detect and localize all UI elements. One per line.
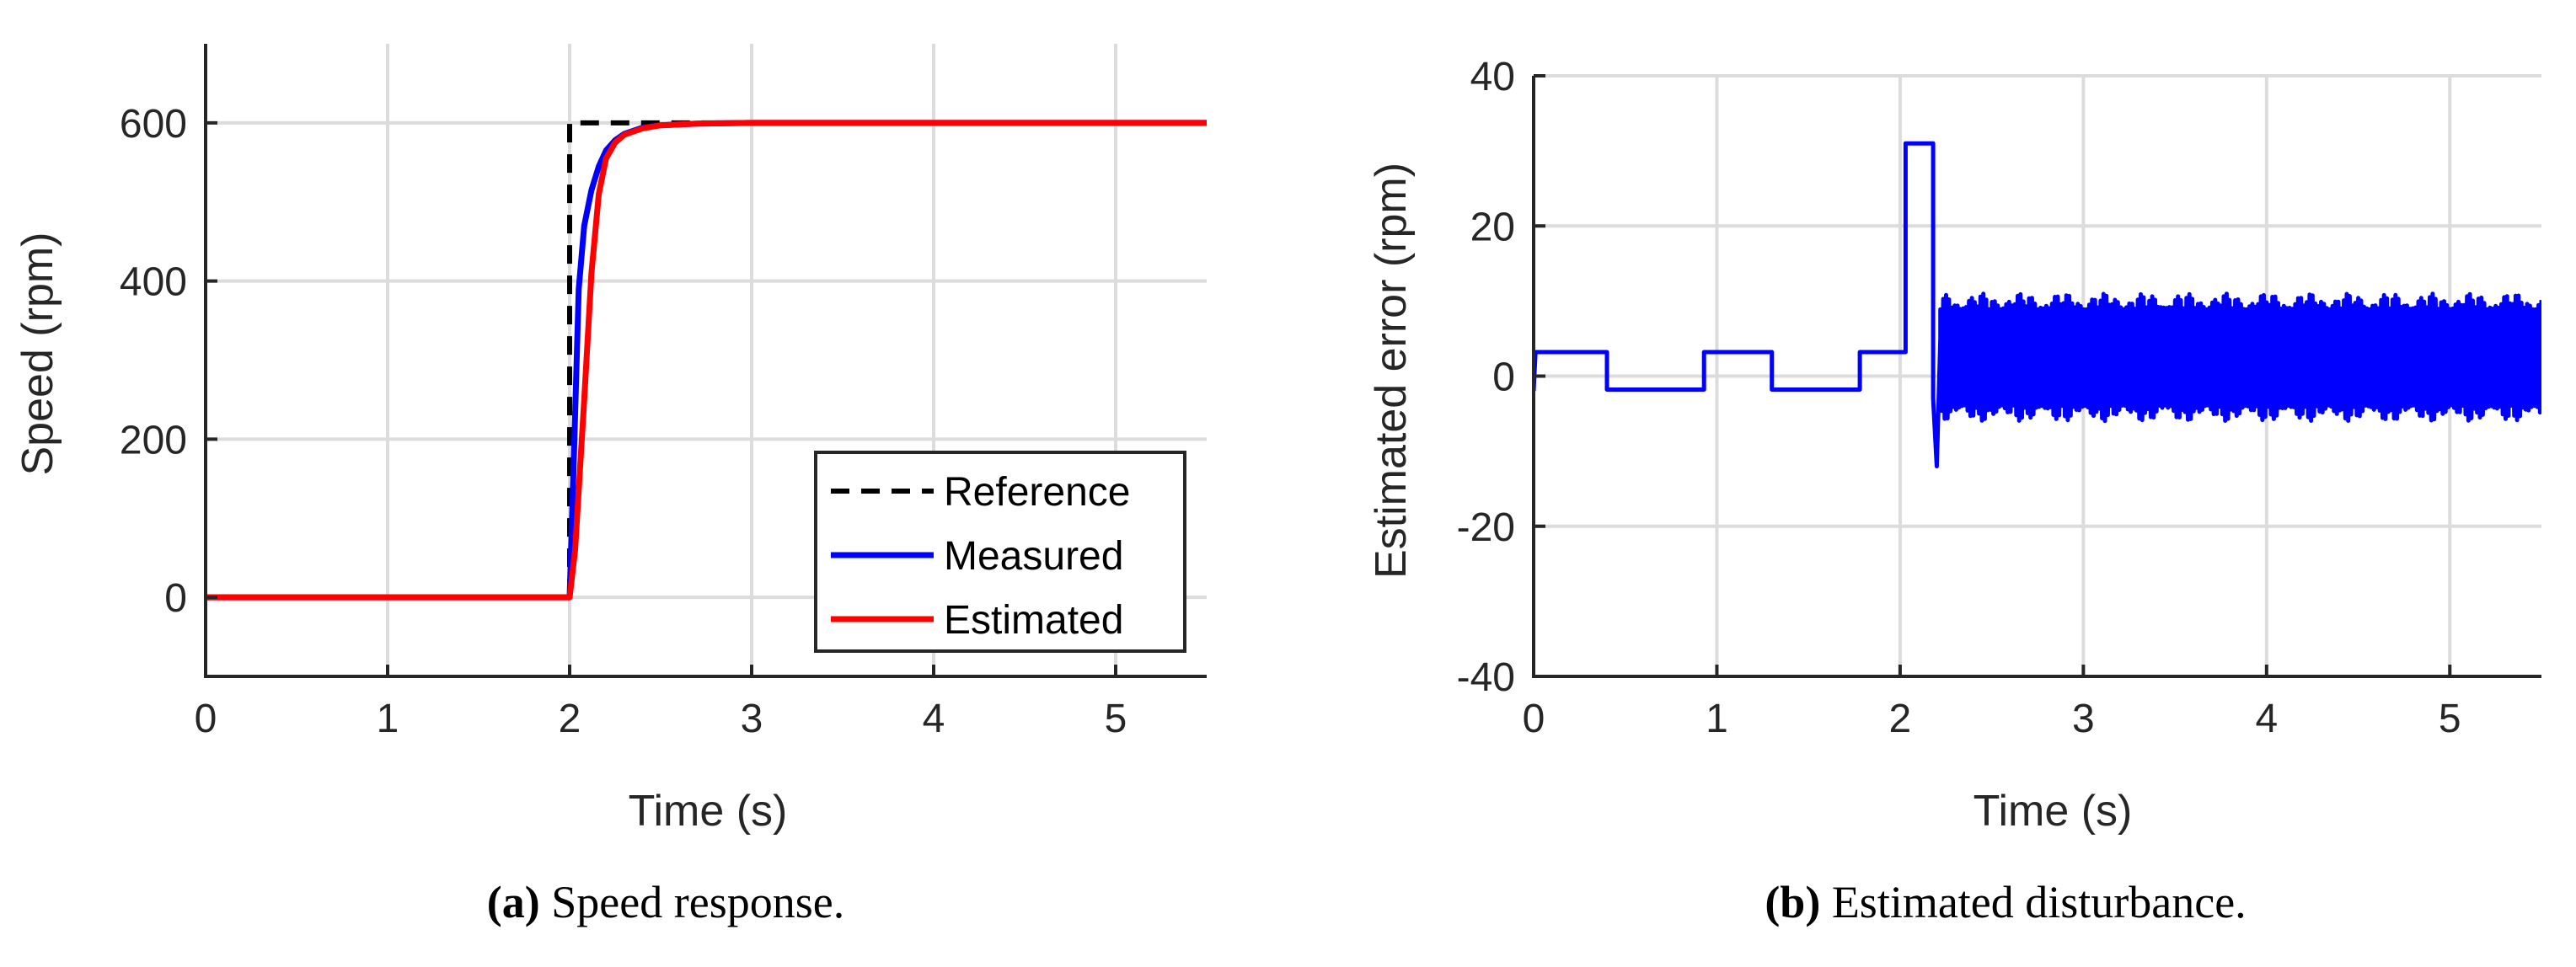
speed-tick-labels: 0 1 2 3 4 5 0 200 400 600 xyxy=(120,102,1127,741)
caption-b-text: Estimated disturbance. xyxy=(1831,877,2247,927)
disturbance-tick-labels: 0 1 2 3 4 5 -40 -20 0 20 40 xyxy=(1457,55,2461,741)
x-tick-label: 1 xyxy=(1706,697,1728,741)
x-tick-label: 4 xyxy=(2255,697,2278,741)
speed-x-axis-label: Time (s) xyxy=(629,787,788,836)
speed-response-panel: 0 1 2 3 4 5 0 200 400 600 Time (s) Speed (rpm) Re… xyxy=(13,44,1207,836)
y-tick-label: 600 xyxy=(120,102,187,147)
disturbance-x-axis-label: Time (s) xyxy=(1974,787,2133,836)
x-tick-label: 3 xyxy=(741,697,763,741)
speed-y-axis-label: Speed (rpm) xyxy=(13,232,62,476)
y-tick-label: 20 xyxy=(1470,205,1515,249)
x-tick-label: 4 xyxy=(923,697,945,741)
y-tick-label: 0 xyxy=(164,576,187,621)
y-tick-label: 200 xyxy=(120,418,187,462)
disturbance-axes xyxy=(1532,74,2541,678)
caption-b: (b) Estimated disturbance. xyxy=(1765,876,2246,928)
legend-label-measured: Measured xyxy=(944,534,1123,579)
x-tick-label: 2 xyxy=(559,697,581,741)
caption-a-text: Speed response. xyxy=(551,877,845,927)
caption-a: (a) Speed response. xyxy=(487,876,844,928)
caption-a-label: (a) xyxy=(486,877,540,927)
x-tick-label: 5 xyxy=(1105,697,1127,741)
caption-b-label: (b) xyxy=(1765,877,1821,927)
speed-series-group xyxy=(206,120,1207,601)
speed-axes xyxy=(204,44,1207,678)
y-tick-label: 0 xyxy=(1492,355,1515,400)
x-tick-label: 0 xyxy=(195,697,217,741)
speed-legend: Reference Measured Estimated xyxy=(814,451,1186,653)
legend-label-estimated: Estimated xyxy=(944,598,1123,643)
x-tick-label: 0 xyxy=(1523,697,1545,741)
x-tick-label: 5 xyxy=(2439,697,2461,741)
y-tick-label: 400 xyxy=(120,260,187,305)
legend-label-reference: Reference xyxy=(944,470,1130,515)
x-tick-label: 1 xyxy=(377,697,399,741)
series-line-disturbance xyxy=(1534,141,2541,468)
y-tick-label: 40 xyxy=(1470,55,1515,99)
x-tick-label: 2 xyxy=(1889,697,1912,741)
y-tick-label: -20 xyxy=(1457,505,1515,550)
disturbance-series-group xyxy=(1534,141,2541,468)
series-line-estimated xyxy=(206,120,1207,601)
x-tick-label: 3 xyxy=(2072,697,2095,741)
disturbance-y-axis-label: Estimated error (rpm) xyxy=(1367,163,1416,579)
estimated-disturbance-panel: 0 1 2 3 4 5 -40 -20 0 20 40 Time (s) Estimated err… xyxy=(1367,55,2541,836)
y-tick-label: -40 xyxy=(1457,655,1515,700)
